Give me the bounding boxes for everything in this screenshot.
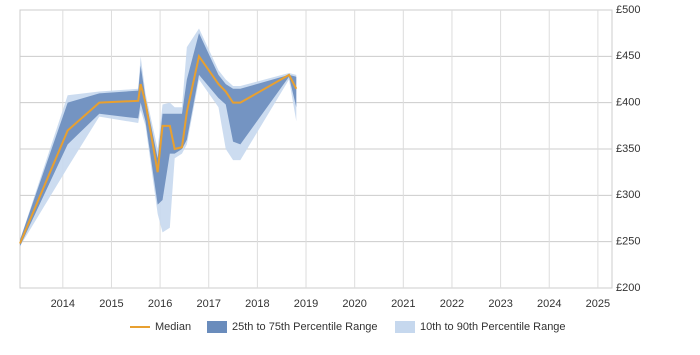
legend-label: Median xyxy=(155,321,191,333)
y-tick-label: £350 xyxy=(616,143,640,155)
x-tick-label: 2020 xyxy=(342,298,366,310)
x-tick-label: 2023 xyxy=(488,298,512,310)
median-line xyxy=(19,53,298,244)
y-tick-label: £200 xyxy=(616,282,640,294)
percentile-band xyxy=(20,33,297,247)
y-tick-label: £250 xyxy=(616,236,640,248)
x-tick-label: 2015 xyxy=(99,298,123,310)
legend-swatch xyxy=(395,321,415,333)
x-tick-label: 2018 xyxy=(245,298,269,310)
x-tick-label: 2021 xyxy=(391,298,415,310)
x-tick-label: 2017 xyxy=(196,298,220,310)
legend-swatch xyxy=(207,321,227,333)
x-tick-label: 2024 xyxy=(537,298,561,310)
y-tick-label: £300 xyxy=(616,189,640,201)
y-tick-label: £450 xyxy=(616,50,640,62)
percentile-band xyxy=(20,28,297,247)
x-tick-label: 2025 xyxy=(586,298,610,310)
x-tick-label: 2014 xyxy=(51,298,75,310)
x-tick-label: 2019 xyxy=(294,298,318,310)
legend-label: 10th to 90th Percentile Range xyxy=(420,321,566,333)
y-tick-label: £400 xyxy=(616,97,640,109)
legend-label: 25th to 75th Percentile Range xyxy=(232,321,378,333)
x-tick-label: 2016 xyxy=(148,298,172,310)
x-tick-label: 2022 xyxy=(440,298,464,310)
y-tick-label: £500 xyxy=(616,4,640,16)
